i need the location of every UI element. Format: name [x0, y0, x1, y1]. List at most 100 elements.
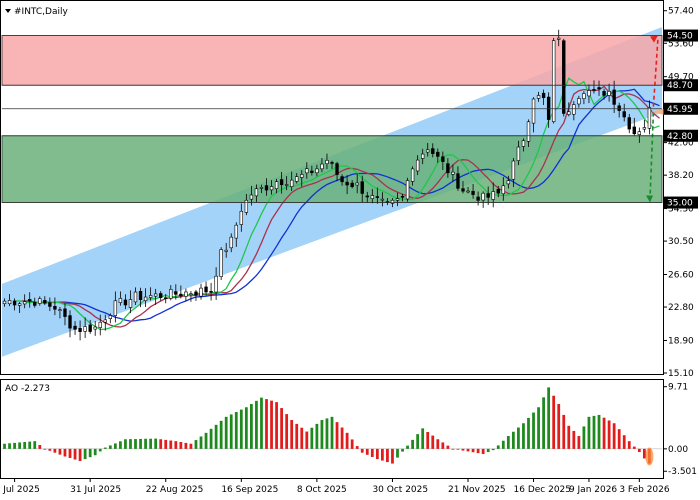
x-tick-label: 9 Jul 2025: [0, 485, 40, 495]
candle-93: [471, 183, 475, 199]
candle-body: [546, 96, 551, 120]
candle-64: [325, 153, 329, 170]
y-tick-label: 15.10: [668, 369, 694, 379]
candle-54: [274, 178, 279, 194]
candle-body: [214, 275, 218, 293]
candle-body: [7, 300, 12, 305]
candle-114: [577, 95, 581, 108]
ao-bar: [456, 448, 460, 450]
candle-5: [28, 292, 32, 308]
ao-bar: [476, 448, 480, 454]
candle-52: [264, 178, 269, 196]
candle-body: [159, 293, 163, 298]
candle-body: [269, 186, 274, 191]
candle-body: [360, 181, 364, 194]
candle-body: [466, 190, 470, 193]
candle-body: [436, 151, 440, 157]
candle-97: [491, 182, 495, 208]
candle-body: [38, 298, 42, 304]
ao-bar: [113, 443, 117, 449]
y-tick-label: 22.80: [668, 303, 694, 313]
candle-body: [622, 111, 626, 118]
candle-body: [103, 319, 107, 323]
ao-bar: [501, 440, 505, 449]
candle-2: [12, 298, 17, 311]
ao-bar: [134, 439, 137, 449]
ma-mid-line: [19, 85, 660, 328]
candle-body: [335, 163, 339, 175]
candle-41: [209, 282, 213, 301]
candle-111: [562, 38, 566, 117]
candle-body: [83, 326, 87, 332]
candle-body: [511, 160, 516, 180]
candle-body: [123, 299, 128, 306]
x-tick-label: 3 Feb 2026: [619, 485, 670, 495]
ao-y-tick-label: -3.501: [668, 467, 697, 477]
candle-119: [602, 88, 606, 100]
ao-bar: [174, 441, 178, 449]
candle-body: [345, 181, 349, 186]
candle-74: [375, 187, 380, 204]
candle-body: [602, 91, 606, 96]
candle-body: [567, 111, 571, 115]
ao-bar: [632, 446, 636, 449]
candle-70: [355, 173, 359, 194]
y-tick-label: 38.20: [668, 171, 694, 181]
ao-bar: [365, 448, 369, 455]
forecast-up-arrowhead: [650, 35, 658, 43]
candle-body: [88, 324, 92, 332]
candle-body: [148, 295, 153, 298]
ao-bar: [522, 423, 525, 449]
candle-body: [320, 163, 324, 170]
ao-bar: [416, 434, 420, 449]
candle-45: [229, 233, 233, 253]
ao-bar: [154, 438, 158, 449]
candle-104: [526, 119, 531, 148]
ao-bar: [189, 443, 193, 449]
candle-120: [607, 83, 611, 102]
ao-bar: [214, 424, 218, 449]
ao-bar: [386, 448, 389, 463]
ao-bar: [310, 427, 314, 449]
candle-62: [315, 164, 319, 177]
candle-body: [58, 309, 62, 312]
candle-body: [572, 104, 576, 115]
candle-body: [476, 196, 480, 201]
candle-body: [113, 300, 118, 317]
ao-bar: [194, 440, 198, 449]
candle-body: [365, 195, 369, 198]
candle-65: [330, 160, 334, 169]
ao-bar: [315, 423, 319, 449]
candle-body: [33, 301, 37, 306]
candle-15: [78, 320, 82, 341]
ao-bar: [244, 407, 248, 449]
ao-bar: [265, 399, 268, 449]
ao-bar: [13, 442, 16, 449]
ao-bar: [98, 448, 102, 452]
candle-7: [38, 296, 42, 306]
price-tag: [664, 196, 698, 209]
candle-106: [536, 91, 541, 102]
candle-112: [567, 102, 571, 117]
candle-88: [446, 158, 450, 178]
ao-bar: [3, 443, 6, 449]
candle-37: [189, 291, 193, 302]
candle-80: [405, 177, 410, 202]
ao-bar: [506, 436, 510, 449]
candle-105: [531, 97, 536, 133]
ao-bar: [360, 448, 364, 453]
candle-body: [118, 298, 123, 303]
candle-body: [264, 185, 269, 191]
candle-82: [415, 155, 420, 176]
candle-87: [441, 151, 445, 171]
candle-58: [295, 173, 299, 184]
candle-109: [551, 37, 556, 124]
y-tick-label: 49.70: [668, 73, 694, 83]
candle-body: [587, 90, 591, 97]
chevron-down-icon[interactable]: [5, 9, 11, 13]
candle-32: [164, 294, 168, 304]
y-tick-label: 53.60: [668, 39, 694, 49]
candle-body: [461, 188, 465, 192]
candle-79: [400, 193, 405, 202]
candle-86: [436, 148, 440, 163]
